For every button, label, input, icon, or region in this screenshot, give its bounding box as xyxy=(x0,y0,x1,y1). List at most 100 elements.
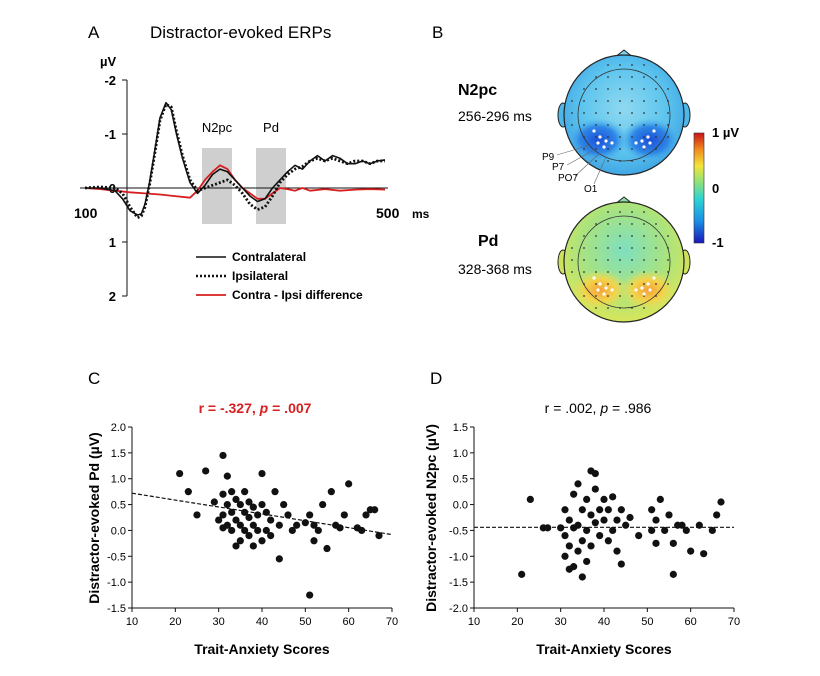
analysis-window-n2pc xyxy=(202,148,232,224)
electrode-highlight xyxy=(602,145,606,149)
scatter-point xyxy=(310,537,318,545)
ytick-label: -0.5 xyxy=(107,551,126,563)
electrode-dot xyxy=(607,307,609,309)
electrode-dot xyxy=(571,124,573,126)
scatter-d-title: r = .002, p = .986 xyxy=(545,400,652,416)
electrode-dot xyxy=(631,160,633,162)
scatter-point xyxy=(258,537,266,545)
scatter-point xyxy=(652,516,660,524)
electrode-dot xyxy=(607,295,609,297)
scatter-point xyxy=(232,495,240,503)
electrode-dot xyxy=(667,235,669,237)
electrode-dot xyxy=(607,64,609,66)
scatter-point xyxy=(219,451,227,460)
electrode-dot xyxy=(619,112,621,114)
xtick-label: 10 xyxy=(126,616,138,628)
scatter-point xyxy=(245,532,253,540)
electrode-dot xyxy=(631,295,633,297)
xtick-label: 60 xyxy=(343,616,355,628)
electrode-dot xyxy=(595,160,597,162)
electrode-label-o1: O1 xyxy=(584,184,598,195)
topomap-n2pc xyxy=(557,49,691,176)
electrode-dot xyxy=(655,136,657,138)
electrode-dot xyxy=(595,247,597,249)
legend-label-ipsilateral: Ipsilateral xyxy=(232,269,288,283)
scatter-point xyxy=(648,526,656,535)
scatter-point xyxy=(310,521,318,529)
erp-series-dotted xyxy=(84,102,385,220)
electrode-dot xyxy=(583,112,585,114)
electrode-dot xyxy=(607,124,609,126)
map-window-n2pc: 256-296 ms xyxy=(458,108,532,124)
electrode-dot xyxy=(583,271,585,273)
scatter-point xyxy=(267,532,275,540)
electrode-dot xyxy=(619,160,621,162)
xtick-label: 30 xyxy=(555,616,567,628)
electrode-dot xyxy=(607,136,609,138)
scatter-d-ylabel: Distractor-evoked N2pc (µV) xyxy=(423,424,439,612)
scatter-point xyxy=(600,495,608,503)
electrode-dot xyxy=(607,88,609,90)
scatter-point xyxy=(258,500,266,509)
scatter-point xyxy=(578,506,586,514)
erp-ytick-label: -1 xyxy=(104,127,116,142)
electrode-dot xyxy=(631,112,633,114)
electrode-dot xyxy=(595,295,597,297)
scatter-c-title: r = -.327, p = .007 xyxy=(199,400,312,416)
scatter-point xyxy=(617,506,625,514)
electrode-highlight xyxy=(640,139,644,143)
scatter-point xyxy=(358,526,366,535)
erp-waveforms xyxy=(84,101,386,220)
electrode-dot xyxy=(619,307,621,309)
electrode-dot xyxy=(571,100,573,102)
scatter-point xyxy=(236,537,244,545)
electrode-dot xyxy=(643,124,645,126)
electrode-highlight xyxy=(602,292,606,296)
electrode-dot xyxy=(607,247,609,249)
scatter-point xyxy=(236,500,244,509)
electrode-dot xyxy=(643,223,645,225)
electrode-dot xyxy=(667,271,669,273)
electrode-dot xyxy=(619,88,621,90)
xtick-label: 70 xyxy=(728,616,740,628)
electrode-dot xyxy=(595,259,597,261)
erp-ytick-label: -2 xyxy=(104,73,116,88)
scatter-point xyxy=(319,500,327,509)
head-outline xyxy=(563,54,685,176)
electrode-dot xyxy=(643,235,645,237)
electrode-dot xyxy=(655,112,657,114)
electrode-dot xyxy=(631,100,633,102)
electrode-dot xyxy=(571,259,573,261)
scatter-point xyxy=(717,498,725,506)
scatter-point xyxy=(249,542,257,550)
erp-analysis-windows: N2pc Pd xyxy=(202,120,286,224)
electrode-dot xyxy=(631,283,633,285)
electrode-highlight xyxy=(646,135,650,139)
scatter-point xyxy=(661,526,669,535)
electrode-dot xyxy=(631,211,633,213)
electrode-dot xyxy=(631,88,633,90)
scatter-point xyxy=(518,570,526,578)
electrode-dot xyxy=(595,136,597,138)
electrode-dot xyxy=(655,223,657,225)
scatter-point xyxy=(561,506,569,514)
head-outline xyxy=(563,201,685,323)
electrode-dot xyxy=(619,283,621,285)
electrode-dot xyxy=(667,259,669,261)
electrode-dot xyxy=(643,112,645,114)
scatter-c-xlabel: Trait-Anxiety Scores xyxy=(194,641,330,657)
analysis-window-label: Pd xyxy=(263,120,279,135)
electrode-dot xyxy=(643,295,645,297)
xtick-label: 50 xyxy=(641,616,653,628)
electrode-dot xyxy=(595,148,597,150)
electrode-dot xyxy=(595,235,597,237)
scatter-point xyxy=(622,521,630,529)
electrode-dot xyxy=(595,283,597,285)
scatter-point xyxy=(275,555,283,563)
scatter-point xyxy=(574,547,582,555)
electrode-dot xyxy=(667,247,669,249)
scatter-point xyxy=(583,557,591,566)
electrode-dot xyxy=(607,160,609,162)
electrode-dot xyxy=(655,259,657,261)
xtick-label: 70 xyxy=(386,616,398,628)
